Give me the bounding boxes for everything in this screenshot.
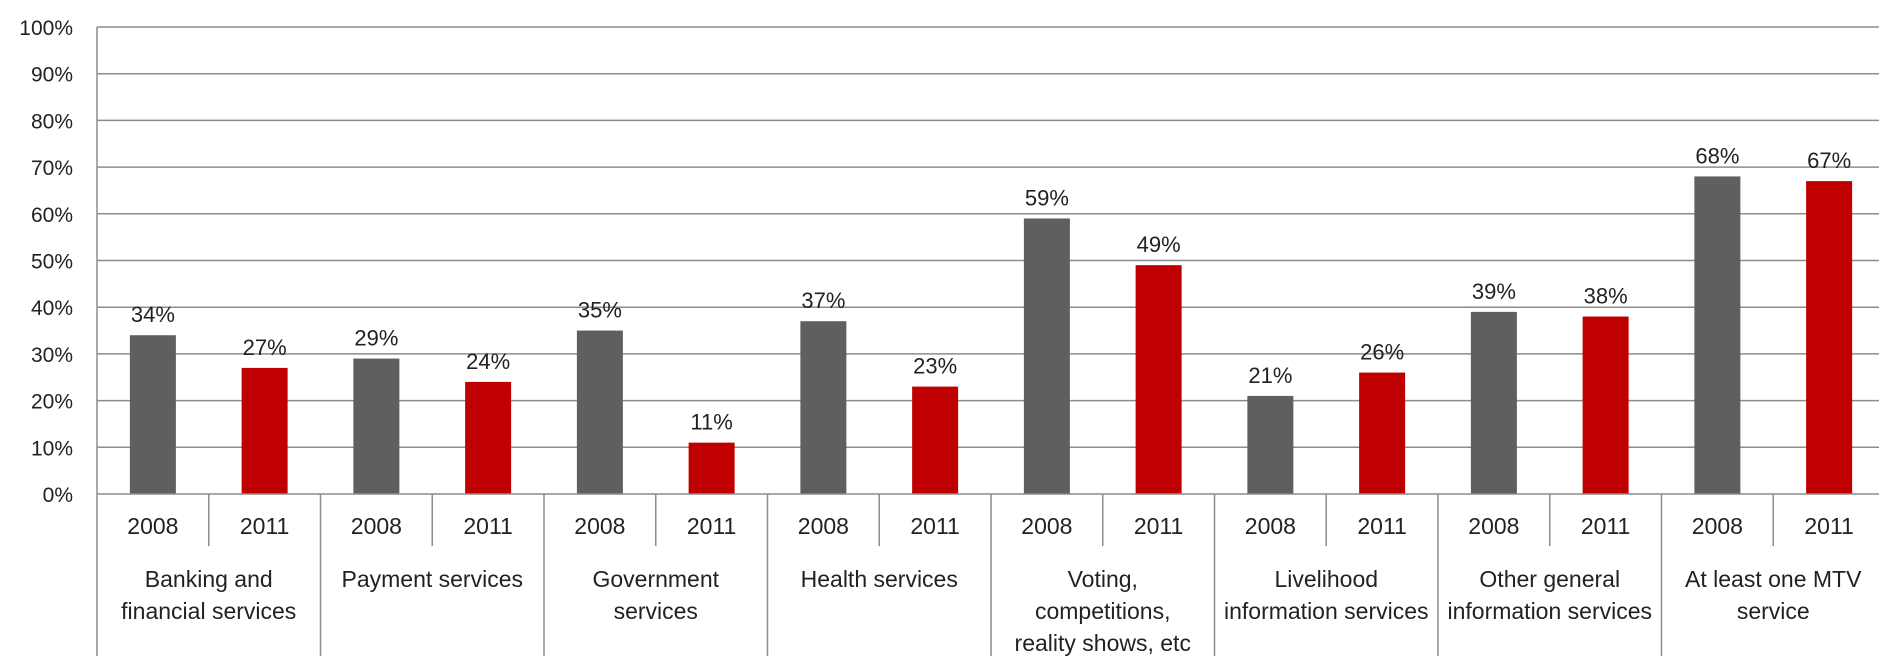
data-label: 29% [354,326,398,351]
x-tick-year: 2011 [1134,513,1183,539]
bar-2011 [465,381,512,494]
data-label: 38% [1584,284,1628,309]
bar-2011 [912,386,959,494]
y-tick-label: 30% [31,344,73,367]
bars [129,176,1853,495]
y-tick-label: 0% [43,484,73,507]
x-tick-year: 2011 [1804,513,1853,539]
y-tick-label: 90% [31,64,73,87]
x-tick-year: 2011 [1581,513,1630,539]
x-tick-year: 2008 [1692,513,1743,539]
y-tick-label: 60% [31,204,73,227]
bar-2008 [1470,311,1517,494]
x-tick-year: 2011 [687,513,736,539]
x-axis: 2008 2011 Banking and financial services 200… [97,493,1879,656]
bar-2011 [688,442,735,494]
data-label: 59% [1025,185,1069,210]
x-tick-year: 2008 [127,513,178,539]
data-label: 37% [801,288,845,313]
bar-2011 [1806,181,1853,495]
y-axis: 0% 10% 20% 30% 40% 50% 60% 70% 80% 90% 100% [19,17,98,656]
data-label: 21% [1248,363,1292,388]
bar-2008 [800,321,847,494]
y-tick-label: 100% [19,17,73,40]
x-tick-year: 2008 [798,513,849,539]
data-label: 23% [913,354,957,379]
x-category-label: Livelihood information services [1224,566,1429,624]
data-label: 27% [243,335,287,360]
bar-2008 [129,335,176,494]
data-label: 34% [131,302,175,327]
y-tick-label: 70% [31,157,73,180]
bar-2008 [353,358,400,494]
data-label: 49% [1137,232,1181,257]
x-tick-year: 2008 [1468,513,1519,539]
data-labels: 34% 27% 29% 24% 35% 11% 37% 23% 59% 49% 21% 26% 39% 3… [131,143,1851,434]
data-label: 26% [1360,340,1404,365]
bar-2011 [1582,316,1629,494]
bar-2011 [1359,372,1406,494]
x-category-label: Payment services [341,566,523,592]
x-tick-year: 2011 [910,513,959,539]
bar-2011 [241,367,288,494]
x-tick-year: 2008 [574,513,625,539]
x-tick-year: 2011 [1357,513,1406,539]
x-category-label: Government services [592,566,719,624]
bar-2008 [1247,395,1294,494]
y-tick-label: 10% [31,437,73,460]
x-category-label: Other general information services [1447,566,1652,624]
x-category-label: Voting, competitions, reality shows, etc [1015,566,1191,656]
data-label: 67% [1807,148,1851,173]
y-tick-label: 20% [31,391,73,414]
x-category-label: Banking and financial services [121,566,296,624]
bar-2008 [1023,218,1070,494]
data-label: 35% [578,298,622,323]
data-label: 24% [466,349,510,374]
bar-2008 [576,330,623,494]
data-label: 11% [690,410,732,435]
x-tick-year: 2008 [1021,513,1072,539]
bar-2011 [1135,265,1182,494]
y-tick-label: 80% [31,110,73,133]
x-category-label: Health services [801,566,958,592]
bar-2008 [1694,176,1741,494]
data-label: 39% [1472,279,1516,304]
x-tick-year: 2008 [351,513,402,539]
y-tick-label: 50% [31,251,73,274]
x-category-label: At least one MTV service [1685,566,1862,624]
x-tick-year: 2008 [1245,513,1296,539]
x-tick-year: 2011 [463,513,512,539]
y-tick-label: 40% [31,297,73,320]
x-tick-year: 2011 [240,513,289,539]
data-label: 68% [1695,143,1739,168]
